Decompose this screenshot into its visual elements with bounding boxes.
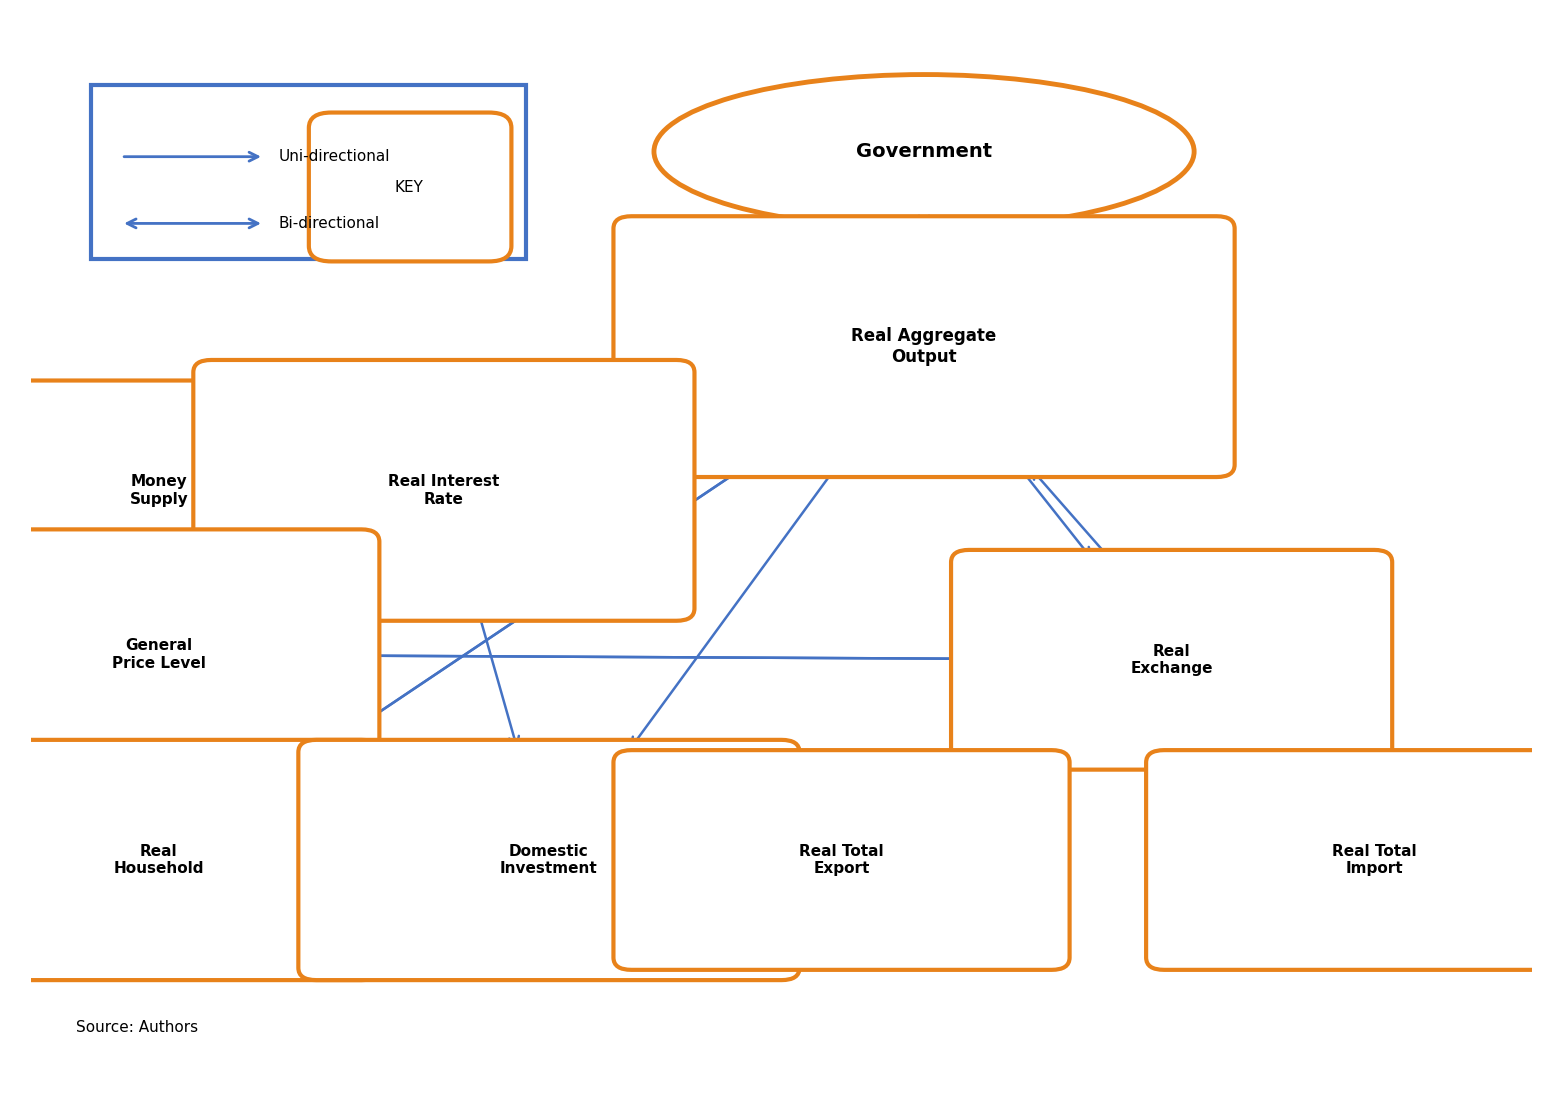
- FancyBboxPatch shape: [309, 113, 511, 261]
- FancyBboxPatch shape: [194, 360, 694, 620]
- Text: Real
Household: Real Household: [114, 844, 205, 876]
- Text: Bi-directional: Bi-directional: [278, 215, 380, 231]
- Text: Real
Exchange: Real Exchange: [1130, 644, 1213, 676]
- FancyBboxPatch shape: [299, 740, 800, 980]
- Text: Real Total
Export: Real Total Export: [799, 844, 883, 876]
- FancyBboxPatch shape: [950, 550, 1393, 770]
- FancyBboxPatch shape: [91, 85, 527, 259]
- FancyBboxPatch shape: [0, 529, 380, 780]
- Text: KEY: KEY: [395, 180, 424, 195]
- FancyBboxPatch shape: [0, 381, 372, 600]
- Text: General
Price Level: General Price Level: [113, 638, 206, 671]
- FancyBboxPatch shape: [0, 740, 380, 980]
- Text: Domestic
Investment: Domestic Investment: [500, 844, 597, 876]
- FancyBboxPatch shape: [1146, 750, 1563, 970]
- FancyBboxPatch shape: [613, 217, 1235, 477]
- Text: Real Total
Import: Real Total Import: [1332, 844, 1416, 876]
- Text: Source: Authors: Source: Authors: [77, 1020, 199, 1035]
- FancyBboxPatch shape: [613, 750, 1069, 970]
- Text: Real Interest
Rate: Real Interest Rate: [388, 474, 500, 507]
- Text: Money
Supply: Money Supply: [130, 474, 188, 507]
- Text: Uni-directional: Uni-directional: [278, 150, 391, 164]
- Text: Real Aggregate
Output: Real Aggregate Output: [852, 327, 997, 366]
- Text: Government: Government: [857, 142, 993, 161]
